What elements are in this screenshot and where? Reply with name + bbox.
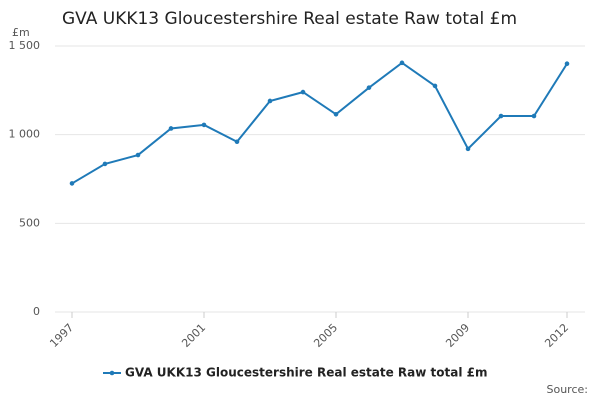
data-point bbox=[102, 161, 108, 167]
data-point bbox=[366, 85, 372, 90]
data-point bbox=[135, 152, 141, 158]
y-tick-label: 1 000 bbox=[9, 128, 41, 141]
data-point bbox=[465, 146, 471, 152]
data-point bbox=[432, 83, 438, 89]
series-line bbox=[71, 61, 568, 185]
y-axis-unit: £m bbox=[12, 26, 30, 39]
data-point bbox=[333, 111, 339, 117]
x-tick-label: 2009 bbox=[443, 321, 472, 350]
legend-label: GVA UKK13 Gloucestershire Real estate Ra… bbox=[125, 366, 487, 380]
data-point bbox=[234, 139, 240, 145]
x-tick-label: 2012 bbox=[542, 321, 571, 350]
data-point bbox=[564, 61, 570, 67]
data-point bbox=[201, 122, 207, 128]
y-tick-label: 1 500 bbox=[9, 39, 41, 52]
data-point bbox=[399, 60, 405, 66]
x-tick-label: 1997 bbox=[47, 321, 76, 350]
source-label: Source: bbox=[547, 383, 589, 396]
data-point bbox=[498, 113, 504, 119]
data-point bbox=[267, 98, 273, 104]
legend-marker bbox=[109, 370, 115, 376]
data-point bbox=[531, 113, 537, 119]
chart-title: GVA UKK13 Gloucestershire Real estate Ra… bbox=[62, 9, 517, 29]
data-point bbox=[300, 89, 306, 95]
x-tick-label: 2001 bbox=[179, 321, 208, 350]
data-point bbox=[69, 181, 75, 186]
y-tick-label: 0 bbox=[33, 305, 40, 318]
y-tick-label: 500 bbox=[19, 216, 40, 229]
data-point bbox=[168, 126, 174, 131]
x-tick-label: 2005 bbox=[311, 321, 340, 350]
